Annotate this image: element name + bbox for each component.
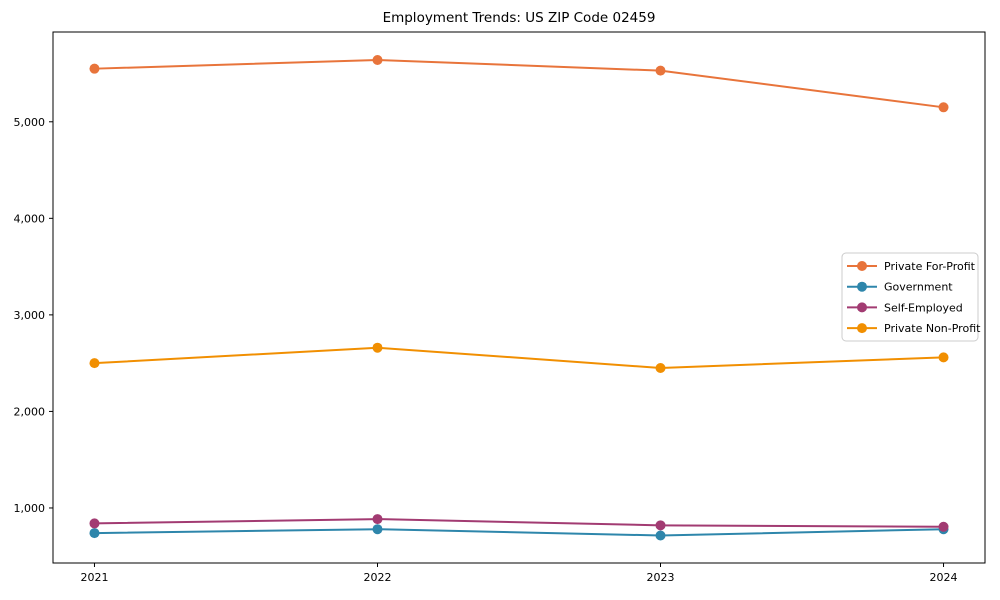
data-point	[372, 524, 383, 535]
data-point	[655, 362, 666, 373]
legend-frame	[841, 252, 979, 342]
series-line-private-for-profit	[94, 58, 944, 109]
x-tick-label: 2023	[647, 571, 675, 584]
legend-label: Private For-Profit	[884, 260, 976, 273]
data-point	[938, 102, 949, 113]
y-tick-label: 4,000	[14, 212, 46, 225]
legend-label: Government	[884, 281, 953, 294]
data-point	[938, 352, 949, 363]
legend-label: Private Non-Profit	[884, 322, 981, 335]
legend-marker-dot	[857, 323, 867, 334]
data-point	[372, 514, 383, 525]
y-tick-label: 2,000	[14, 405, 46, 418]
x-tick-label: 2021	[80, 571, 108, 584]
legend-marker-dot	[857, 281, 867, 292]
y-tick-label: 5,000	[14, 116, 46, 129]
plot-border	[52, 31, 986, 564]
data-point	[89, 63, 100, 74]
series-line-self-employed	[94, 518, 944, 528]
data-point	[89, 358, 100, 369]
data-point	[655, 65, 666, 76]
data-point	[655, 520, 666, 531]
series-line-government	[94, 528, 944, 537]
data-point	[655, 530, 666, 541]
data-point	[89, 518, 100, 529]
legend-marker-dot	[857, 261, 867, 271]
data-point	[89, 528, 100, 539]
series-line-private-non-profit	[94, 346, 944, 369]
legend-label: Self-Employed	[884, 301, 963, 314]
legend-marker-dot	[857, 302, 867, 313]
data-point	[372, 54, 383, 65]
data-point	[372, 342, 383, 353]
y-tick-label: 1,000	[14, 502, 46, 515]
chart-title: Employment Trends: US ZIP Code 02459	[383, 10, 656, 26]
y-tick-label: 3,000	[14, 309, 46, 322]
x-tick-label: 2024	[930, 571, 958, 584]
data-point	[938, 521, 949, 532]
plot-area: 1,000 2,000 3,000 4,000 5,000 2021 2022 2023 202…	[14, 31, 986, 584]
x-tick-label: 2022	[363, 571, 391, 584]
